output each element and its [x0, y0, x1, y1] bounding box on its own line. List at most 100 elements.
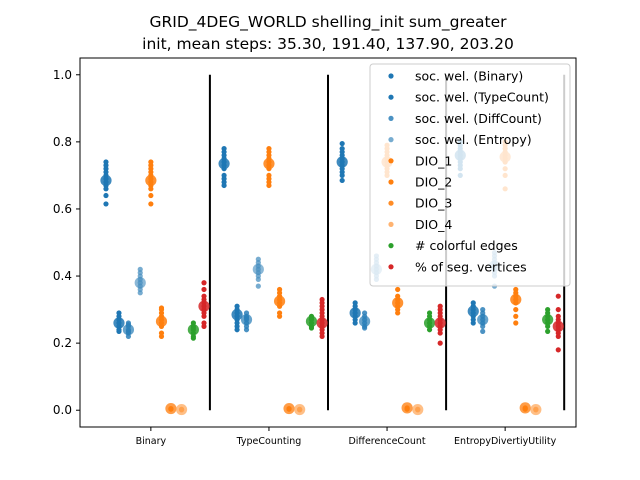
mean-marker	[305, 315, 318, 327]
data-point	[190, 335, 196, 341]
y-tick-label: 0.4	[53, 269, 72, 283]
data-point	[103, 201, 109, 207]
data-point	[234, 327, 240, 333]
data-point	[201, 323, 207, 329]
chart-title: GRID_4DEG_WORLD shelling_init sum_greate…	[149, 13, 507, 32]
data-point	[352, 320, 358, 326]
data-point	[480, 328, 486, 334]
data-point	[555, 293, 561, 299]
legend-label: % of seg. vertices	[415, 259, 527, 274]
series-9	[198, 280, 564, 353]
mean-marker	[155, 315, 168, 327]
data-point	[555, 306, 561, 313]
series-6	[165, 402, 531, 415]
data-point	[276, 313, 283, 319]
axes-frame	[79, 57, 577, 428]
data-point	[555, 347, 561, 353]
mean-marker	[145, 174, 157, 187]
y-tick-label: 0.0	[53, 403, 72, 417]
mean-marker	[401, 402, 413, 414]
data-point	[148, 186, 154, 192]
legend-label: soc. wel. (Binary)	[415, 69, 523, 84]
chart-subtitle: init, mean steps: 35.30, 191.40, 137.90,…	[142, 35, 514, 53]
mean-marker	[552, 320, 564, 332]
mean-marker	[165, 402, 177, 415]
data-point	[201, 313, 207, 319]
mean-marker	[519, 402, 531, 414]
mean-marker	[100, 174, 112, 187]
legend-label: DIO_1	[415, 153, 452, 168]
data-point	[255, 276, 261, 282]
mean-marker	[240, 314, 253, 326]
series-5	[155, 286, 522, 340]
data-point	[103, 186, 109, 192]
data-point	[158, 333, 165, 340]
legend-marker	[388, 243, 394, 249]
legend-label: soc. wel. (TypeCount)	[415, 90, 549, 105]
legend-label: soc. wel. (Entropy)	[415, 132, 532, 147]
data-point	[137, 290, 143, 296]
data-point	[339, 172, 345, 179]
legend-marker	[388, 179, 394, 185]
data-point	[545, 328, 551, 334]
mean-marker	[530, 403, 542, 416]
mean-marker	[359, 315, 371, 327]
mean-marker	[392, 297, 404, 309]
y-tick-label: 0.8	[53, 135, 72, 149]
x-tick-label: TypeCounting	[236, 436, 302, 447]
legend-label: DIO_3	[415, 196, 452, 211]
series-2	[122, 306, 489, 340]
mean-marker	[218, 158, 230, 170]
x-tick-label: DifferenceCount	[348, 436, 425, 447]
data-point	[201, 280, 207, 286]
mean-marker	[542, 314, 554, 326]
legend-marker	[388, 200, 394, 206]
mean-marker	[113, 317, 125, 329]
mean-marker	[231, 309, 243, 321]
mean-marker	[122, 324, 135, 336]
mean-marker	[263, 158, 275, 170]
legend-label: soc. wel. (DiffCount)	[415, 111, 542, 126]
x-tick-label: Binary	[136, 436, 167, 447]
y-tick-label: 1.0	[53, 68, 72, 82]
legend-label: DIO_4	[415, 217, 452, 232]
data-point	[555, 333, 561, 340]
legend-marker	[388, 221, 394, 227]
mean-marker	[187, 324, 199, 336]
data-point	[319, 333, 325, 340]
series-7	[175, 403, 542, 416]
mean-marker	[477, 314, 489, 326]
mean-marker	[336, 156, 348, 168]
data-point	[266, 182, 272, 189]
mean-marker	[510, 293, 522, 306]
mean-marker	[423, 317, 436, 329]
y-tick-label: 0.2	[53, 336, 72, 350]
data-point	[243, 327, 250, 333]
mean-marker	[349, 307, 361, 319]
legend-marker	[388, 137, 394, 143]
mean-marker	[198, 300, 210, 312]
mean-marker	[175, 403, 188, 416]
data-point	[339, 140, 345, 147]
legend-label: DIO_2	[415, 175, 452, 190]
data-point	[103, 192, 109, 199]
legend: soc. wel. (Binary) soc. wel. (TypeCount) s…	[369, 63, 571, 287]
legend-marker	[388, 115, 394, 121]
data-point	[513, 306, 519, 313]
data-point	[148, 192, 154, 199]
data-point	[255, 283, 261, 289]
legend-box	[369, 63, 571, 287]
data-point	[437, 330, 443, 336]
data-point	[395, 286, 401, 293]
data-point	[513, 320, 519, 326]
x-tick-label: EntropyDivertiyUtility	[454, 436, 557, 447]
data-point	[201, 286, 207, 293]
data-point	[395, 310, 401, 316]
mean-marker	[252, 263, 264, 275]
data-point	[339, 177, 345, 184]
mean-marker	[283, 402, 295, 415]
mean-marker	[316, 317, 328, 329]
data-point	[221, 182, 227, 189]
